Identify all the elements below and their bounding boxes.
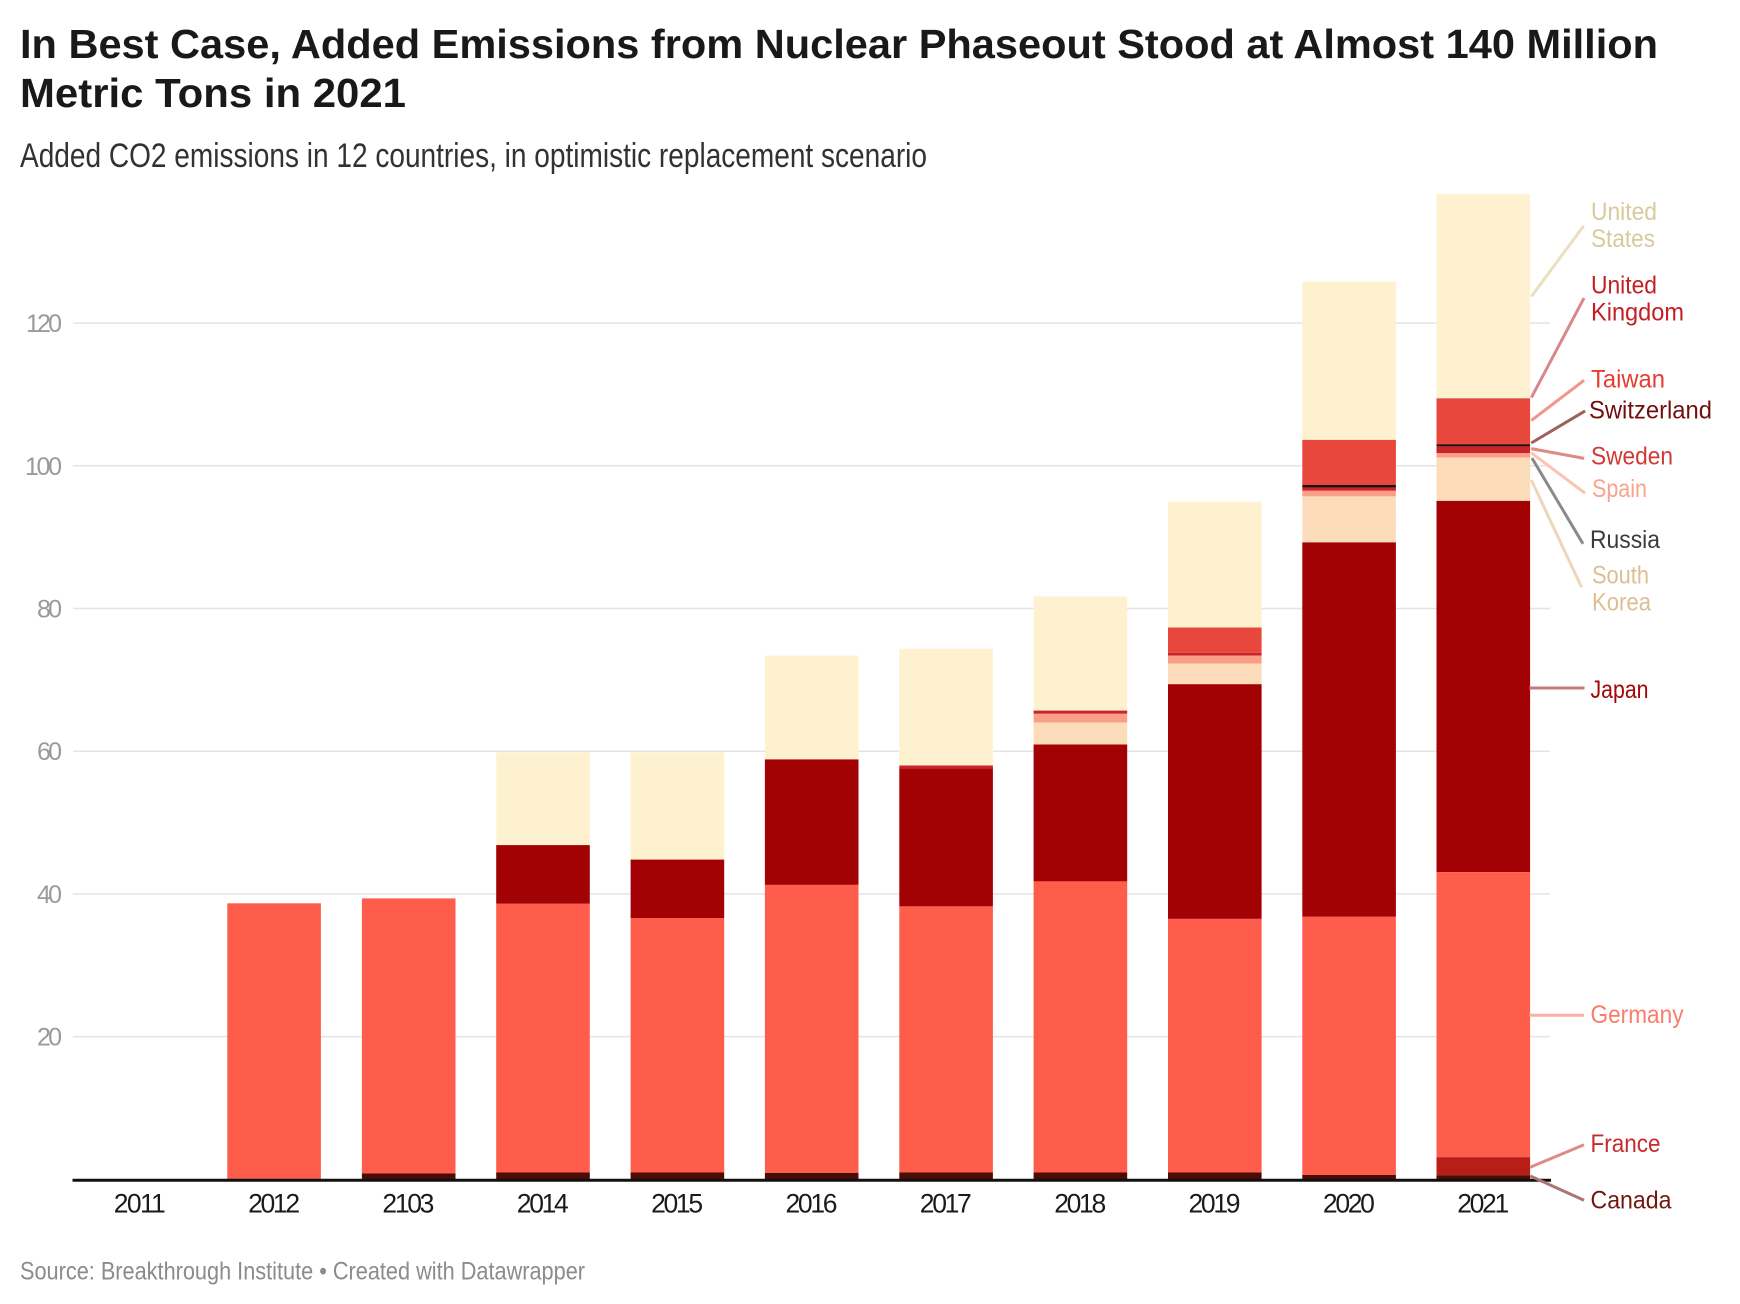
- svg-text:Spain: Spain: [1592, 475, 1647, 503]
- svg-text:Switzerland: Switzerland: [1589, 396, 1712, 424]
- svg-text:2016: 2016: [786, 1188, 838, 1218]
- svg-text:120: 120: [26, 310, 62, 338]
- svg-text:United: United: [1591, 198, 1657, 226]
- svg-text:In Best Case, Added Emissions: In Best Case, Added Emissions from Nucle…: [20, 21, 1658, 67]
- svg-text:40: 40: [37, 881, 62, 909]
- svg-text:2015: 2015: [651, 1188, 703, 1218]
- svg-text:Germany: Germany: [1591, 1001, 1684, 1029]
- svg-text:Russia: Russia: [1590, 526, 1660, 554]
- svg-text:20: 20: [37, 1024, 62, 1052]
- svg-text:Added CO2 emissions in 12 coun: Added CO2 emissions in 12 countries, in …: [20, 137, 927, 175]
- svg-text:2017: 2017: [920, 1188, 972, 1218]
- svg-text:2014: 2014: [517, 1188, 569, 1218]
- svg-text:2021: 2021: [1457, 1188, 1509, 1218]
- svg-text:2012: 2012: [248, 1188, 300, 1218]
- svg-text:Japan: Japan: [1591, 676, 1649, 704]
- svg-text:80: 80: [37, 596, 62, 624]
- svg-text:2011: 2011: [114, 1188, 166, 1218]
- svg-text:Metric Tons in 2021: Metric Tons in 2021: [20, 70, 406, 116]
- svg-text:United: United: [1591, 272, 1657, 300]
- svg-text:60: 60: [37, 738, 62, 766]
- svg-text:100: 100: [25, 453, 62, 481]
- svg-text:Korea: Korea: [1592, 588, 1651, 616]
- svg-text:Canada: Canada: [1591, 1186, 1672, 1214]
- svg-text:2103: 2103: [382, 1188, 434, 1218]
- svg-text:2019: 2019: [1189, 1188, 1241, 1218]
- svg-text:2018: 2018: [1054, 1188, 1106, 1218]
- svg-text:Source: Breakthrough Institute: Source: Breakthrough Institute • Created…: [20, 1258, 585, 1286]
- svg-text:Taiwan: Taiwan: [1591, 366, 1665, 394]
- svg-text:France: France: [1591, 1130, 1661, 1158]
- svg-text:Sweden: Sweden: [1591, 443, 1673, 471]
- svg-text:South: South: [1592, 561, 1649, 589]
- svg-text:Kingdom: Kingdom: [1591, 298, 1684, 326]
- svg-text:2020: 2020: [1323, 1188, 1375, 1218]
- svg-text:States: States: [1591, 225, 1655, 253]
